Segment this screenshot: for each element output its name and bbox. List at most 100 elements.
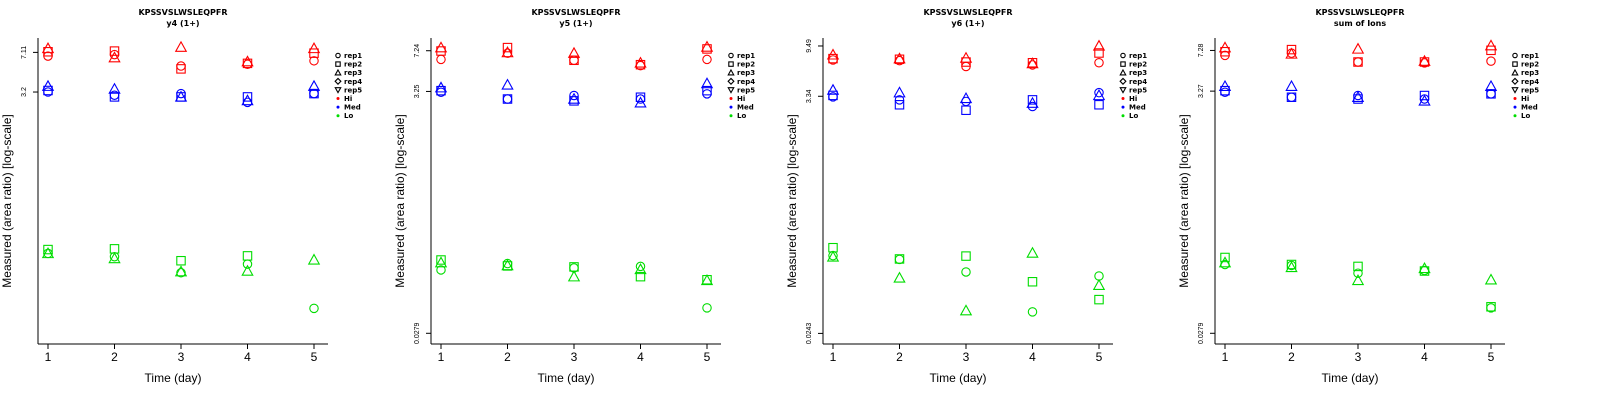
data-point-hi xyxy=(41,42,55,54)
x-tick-label: 3 xyxy=(571,350,578,364)
data-point-med xyxy=(501,78,514,90)
chart-title: KPSSVSLWSLEQPFR xyxy=(923,8,1012,17)
data-point-med xyxy=(894,95,905,105)
data-point-hi xyxy=(1484,39,1498,51)
legend-label: rep3 xyxy=(1521,69,1539,77)
data-point-lo xyxy=(43,244,53,255)
data-point-hi xyxy=(434,41,448,53)
data-point-med xyxy=(1094,100,1104,110)
data-point-med xyxy=(1351,90,1365,102)
data-point-hi xyxy=(1353,57,1363,67)
x-tick-label: 2 xyxy=(111,350,118,364)
data-point-hi xyxy=(501,46,514,58)
x-axis-label: Time (day) xyxy=(538,371,595,385)
x-tick-label: 1 xyxy=(438,350,445,364)
data-point-lo xyxy=(242,251,253,261)
x-tick-label: 5 xyxy=(1096,350,1103,364)
data-point-med xyxy=(700,77,714,89)
x-tick-label: 5 xyxy=(704,350,711,364)
legend-label: rep4 xyxy=(1521,78,1539,86)
legend-color-dot xyxy=(1513,97,1517,100)
y-tick-label: 0.0279 xyxy=(1198,322,1205,344)
legend-marker xyxy=(1119,68,1127,76)
data-point-hi xyxy=(702,54,712,65)
legend-label: Med xyxy=(737,104,754,112)
data-point-med xyxy=(174,90,188,102)
data-point-hi xyxy=(634,56,647,68)
x-tick-label: 5 xyxy=(311,350,318,364)
data-point-med xyxy=(309,88,319,99)
legend-marker xyxy=(1512,52,1518,59)
legend-marker xyxy=(727,87,735,94)
data-point-lo xyxy=(959,304,973,316)
data-point-med xyxy=(502,94,513,104)
legend-label: rep2 xyxy=(737,61,755,69)
data-point-lo xyxy=(241,264,254,276)
data-point-lo xyxy=(635,271,646,282)
data-point-med xyxy=(108,82,121,94)
data-point-lo xyxy=(1353,261,1363,272)
chart-panel: KPSSVSLWSLEQPFR y4 (1+) 1 2 3 4 5 Time (day) 3.2… xyxy=(0,8,362,385)
y-tick-label: 9.49 xyxy=(806,39,813,53)
legend-label: Lo xyxy=(344,112,353,120)
chart-title: KPSSVSLWSLEQPFR xyxy=(138,8,227,17)
legend-color-dot xyxy=(729,97,733,100)
data-point-med xyxy=(828,90,838,101)
data-point-med xyxy=(702,85,712,96)
chart-title: KPSSVSLWSLEQPFR xyxy=(531,8,620,17)
legend-label: rep1 xyxy=(737,52,755,60)
data-point-hi xyxy=(176,61,186,71)
y-tick-label: 7.24 xyxy=(414,44,421,58)
chart-panel: KPSSVSLWSLEQPFR y5 (1+) 1 2 3 4 5 Time (day) 0.0… xyxy=(393,8,755,385)
legend-color-dot xyxy=(1513,105,1517,109)
data-point-lo xyxy=(1027,277,1038,287)
data-point-lo xyxy=(961,251,971,261)
legend-marker xyxy=(1512,61,1518,67)
data-point-med xyxy=(241,94,254,106)
data-point-lo xyxy=(1286,259,1297,270)
data-point-med xyxy=(307,79,321,91)
data-point-hi xyxy=(241,55,254,67)
x-tick-label: 2 xyxy=(896,350,903,364)
data-point-med xyxy=(1285,79,1298,91)
x-tick-label: 1 xyxy=(830,350,837,364)
legend-marker xyxy=(1511,77,1519,85)
data-point-lo xyxy=(961,267,971,277)
data-point-lo xyxy=(1418,262,1431,274)
data-point-med xyxy=(635,92,646,102)
legend-label: rep4 xyxy=(344,78,362,86)
data-point-med xyxy=(826,83,840,95)
legend-label: rep2 xyxy=(344,61,362,69)
data-point-lo xyxy=(501,259,514,271)
legend-marker xyxy=(1119,77,1127,85)
y-tick-label: 7.11 xyxy=(21,46,28,59)
x-tick-label: 4 xyxy=(1029,350,1036,364)
data-point-lo xyxy=(109,244,120,254)
legend-marker xyxy=(335,61,341,67)
x-tick-label: 3 xyxy=(1355,350,1362,364)
data-point-hi xyxy=(1094,57,1104,68)
chart-panel: KPSSVSLWSLEQPFR sum of Ions 1 2 3 4 5 Time (day… xyxy=(1177,8,1539,385)
legend-color-dot xyxy=(1513,114,1517,118)
data-point-lo xyxy=(436,255,446,265)
chart-subtitle: y4 (1+) xyxy=(166,19,199,28)
legend-label: rep3 xyxy=(1129,69,1147,77)
data-point-lo xyxy=(1218,256,1232,268)
data-point-lo xyxy=(108,252,121,264)
x-axis-label: Time (day) xyxy=(145,371,202,385)
data-point-hi xyxy=(307,42,321,54)
data-point-lo xyxy=(893,271,906,283)
legend-label: rep5 xyxy=(737,86,755,94)
legend-marker xyxy=(727,77,735,85)
y-tick-label: 3.34 xyxy=(806,89,813,103)
data-point-med xyxy=(959,91,973,104)
data-point-lo xyxy=(176,255,186,266)
legend-label: Lo xyxy=(1129,112,1138,120)
data-point-med xyxy=(894,100,905,110)
data-point-hi xyxy=(569,55,579,66)
x-tick-label: 2 xyxy=(1288,350,1295,364)
data-point-hi xyxy=(1026,57,1039,69)
data-point-med xyxy=(1286,92,1297,102)
data-point-lo xyxy=(1094,294,1104,305)
